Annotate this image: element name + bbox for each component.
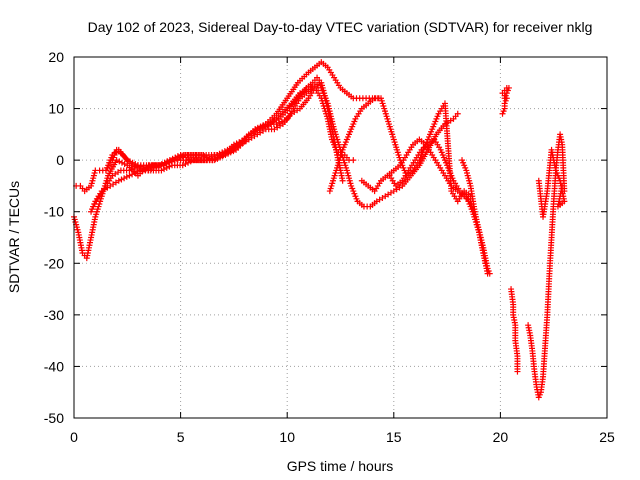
data-point: [233, 140, 240, 147]
data-point: [121, 175, 128, 182]
data-point: [116, 158, 123, 165]
data-point: [123, 173, 130, 180]
x-tick-label: 10: [279, 429, 295, 445]
data-point: [265, 121, 272, 128]
data-point: [118, 159, 125, 166]
plot-frame: [73, 56, 608, 419]
x-tick-label: 15: [386, 429, 402, 445]
data-point: [158, 167, 165, 174]
y-tick-label: -30: [44, 307, 64, 323]
data-point: [126, 172, 133, 179]
y-tick-label: -20: [44, 255, 64, 271]
y-tick-label: 0: [56, 152, 64, 168]
data-point: [129, 159, 136, 166]
data-point: [501, 95, 508, 102]
axis-ticks: 0 5 10 15 20 25 -50 -40 -30 -20 -10 0 10 20: [44, 49, 615, 445]
data-point: [484, 270, 491, 277]
y-tick-label: -50: [44, 410, 64, 426]
data-points: [71, 59, 568, 401]
data-point: [182, 161, 189, 168]
data-point: [126, 158, 133, 165]
data-point: [121, 161, 128, 168]
y-tick-label: -40: [44, 358, 64, 374]
series-cluster-21: [508, 286, 521, 375]
data-point: [230, 141, 237, 148]
data-point: [254, 126, 261, 133]
data-point: [124, 157, 131, 164]
data-point: [131, 170, 138, 177]
data-point: [211, 157, 218, 164]
series-cluster-20: [499, 84, 512, 117]
data-point: [129, 171, 136, 178]
y-tick-label: 10: [48, 101, 64, 117]
data-point: [134, 168, 141, 175]
data-point: [339, 177, 346, 184]
series-dip: [525, 131, 568, 401]
x-tick-label: 25: [599, 429, 615, 445]
data-point: [115, 177, 122, 184]
grid-lines: [74, 57, 607, 418]
x-tick-label: 5: [177, 429, 185, 445]
series-arc-d: [88, 74, 346, 215]
data-point: [454, 110, 461, 117]
x-tick-label: 0: [70, 429, 78, 445]
chart-title: Day 102 of 2023, Sidereal Day-to-day VTE…: [88, 19, 593, 35]
series-arc-b: [73, 84, 357, 195]
data-point: [273, 117, 280, 124]
x-axis-label: GPS time / hours: [287, 458, 394, 474]
series-arc-e: [90, 84, 461, 210]
series-arc-c: [102, 79, 344, 174]
data-point: [267, 119, 274, 126]
data-point: [350, 157, 357, 164]
y-tick-label: -10: [44, 204, 64, 220]
y-tick-label: 20: [48, 49, 64, 65]
x-tick-label: 20: [493, 429, 509, 445]
data-point: [179, 162, 186, 169]
series-arc-i: [459, 157, 491, 277]
data-point: [198, 151, 205, 158]
data-point: [118, 176, 125, 183]
y-axis-label: SDTVAR / TECUs: [6, 181, 22, 293]
data-point: [514, 368, 521, 375]
series-right-tail: [535, 146, 568, 220]
data-point: [270, 118, 277, 125]
data-point: [559, 182, 566, 189]
